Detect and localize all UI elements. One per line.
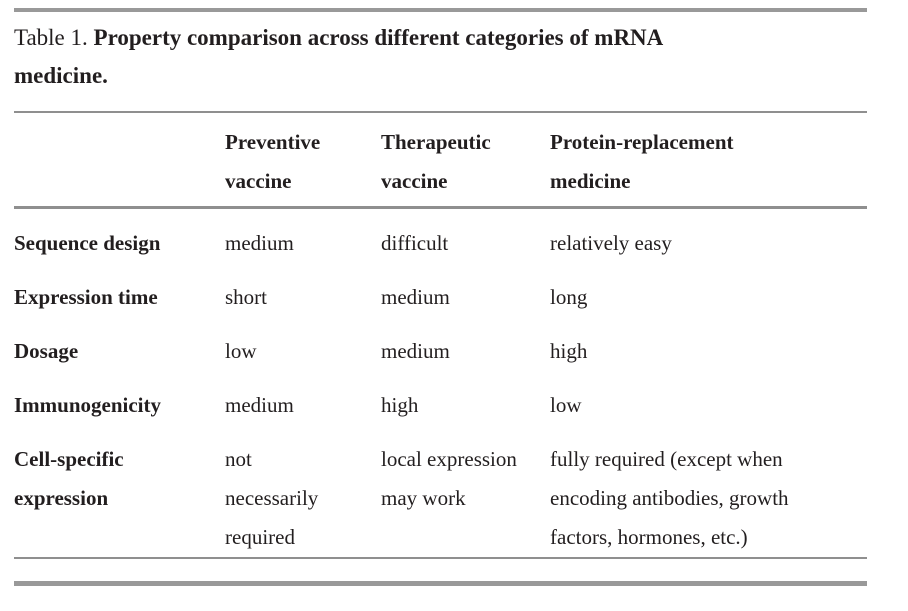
cell: medium: [381, 285, 450, 309]
column-header-preventive-vaccine: Preventive vaccine: [225, 112, 381, 209]
table-row-immunogenicity: Immunogenicity medium high low: [14, 371, 867, 425]
cell: high: [550, 339, 588, 363]
table-caption: Table 1. Property comparison across diff…: [14, 19, 867, 95]
column-header-empty: [14, 112, 225, 209]
header-row: Preventive vaccine Therapeutic vaccine P…: [14, 112, 867, 209]
top-divider-bar: [14, 8, 867, 12]
cell: relatively easy: [550, 231, 672, 255]
table-row-dosage: Dosage low medium high: [14, 317, 867, 371]
cell: local expression may work: [381, 447, 517, 510]
row-label: Cell-specific expression: [14, 447, 124, 510]
cell: medium: [225, 231, 294, 255]
table-caption-text-line1: Property comparison across different cat…: [93, 25, 664, 50]
table-caption-label: Table 1.: [14, 25, 88, 50]
row-label: Sequence design: [14, 231, 161, 255]
cell: low: [225, 339, 257, 363]
table-header: Preventive vaccine Therapeutic vaccine P…: [14, 112, 867, 209]
cell: difficult: [381, 231, 449, 255]
table-row-expression-time: Expression time short medium long: [14, 263, 867, 317]
cell: short: [225, 285, 267, 309]
table-row-sequence-design: Sequence design medium difficult relativ…: [14, 208, 867, 264]
cell: high: [381, 393, 419, 417]
cell: not necessarily required: [225, 447, 319, 549]
column-header-therapeutic-vaccine: Therapeutic vaccine: [381, 112, 550, 209]
table-caption-text-line2: medicine.: [14, 63, 108, 88]
column-header-protein-replacement-medicine: Protein-replacement medicine: [550, 112, 867, 209]
cell: long: [550, 285, 588, 309]
table-row-cell-specific-expression: Cell-specific expression not necessarily…: [14, 425, 867, 558]
cell: medium: [225, 393, 294, 417]
cell: medium: [381, 339, 450, 363]
row-label: Immunogenicity: [14, 393, 161, 417]
page: Table 1. Property comparison across diff…: [0, 8, 908, 611]
property-comparison-table: Preventive vaccine Therapeutic vaccine P…: [14, 111, 867, 559]
table-body: Sequence design medium difficult relativ…: [14, 208, 867, 559]
row-label: Dosage: [14, 339, 79, 363]
cell: low: [550, 393, 582, 417]
cell: fully required (except when encoding ant…: [550, 447, 789, 549]
row-label: Expression time: [14, 285, 158, 309]
bottom-divider-bar: [14, 581, 867, 586]
